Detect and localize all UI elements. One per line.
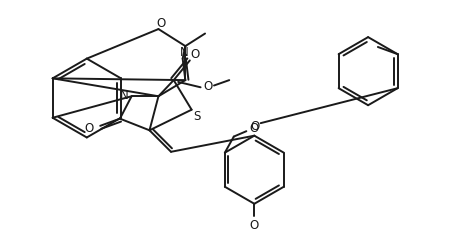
Text: S: S xyxy=(193,109,201,122)
Text: O: O xyxy=(250,218,259,231)
Text: O: O xyxy=(85,122,94,134)
Text: O: O xyxy=(251,120,260,133)
Text: N: N xyxy=(120,88,129,101)
Text: O: O xyxy=(191,48,200,61)
Text: O: O xyxy=(249,122,258,134)
Text: N: N xyxy=(180,46,189,59)
Text: O: O xyxy=(157,17,166,30)
Text: O: O xyxy=(203,80,212,93)
